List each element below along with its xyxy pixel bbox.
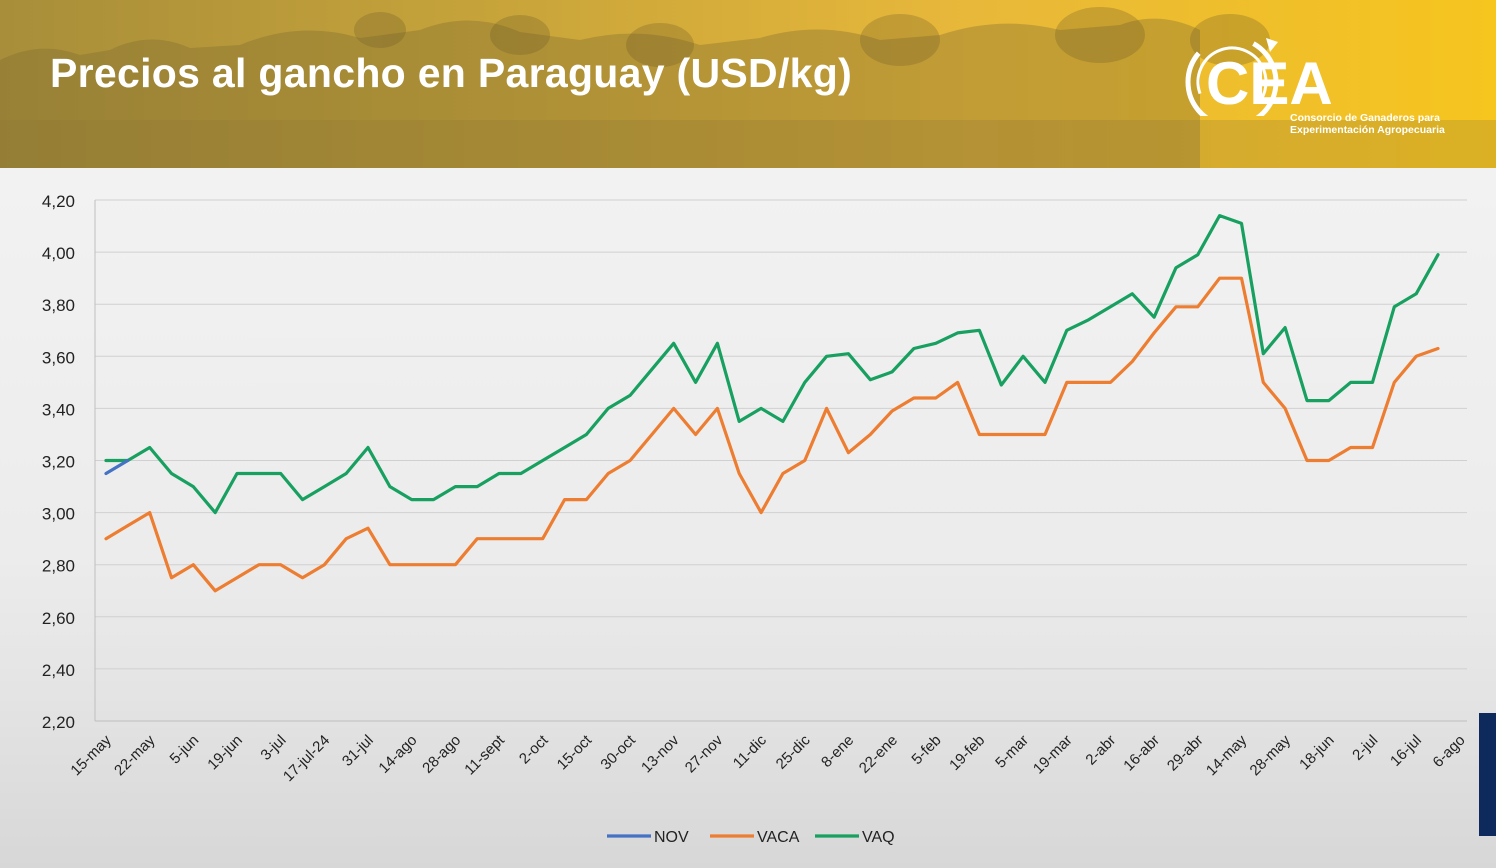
y-tick-label: 3,60 bbox=[42, 348, 75, 367]
cattle-silhouette-background bbox=[0, 7, 1496, 168]
gridlines bbox=[94, 199, 1467, 722]
line-chart: 2,20 2,40 2,60 2,80 3,00 3,20 3,40 3,60 3,80 4,00… bbox=[42, 192, 1469, 846]
x-tick-label: 2-oct bbox=[516, 731, 552, 767]
logo-tagline-line2: Experimentación Agropecuaria bbox=[1290, 124, 1445, 136]
x-tick-label: 25-dic bbox=[773, 731, 814, 772]
header-banner: Precios al gancho en Paraguay (USD/kg) C… bbox=[0, 0, 1496, 168]
x-tick-label: 19-jun bbox=[204, 732, 246, 774]
x-tick-label: 2-abr bbox=[1082, 732, 1119, 769]
x-tick-label: 28-may bbox=[1247, 731, 1295, 779]
legend-label-vaca: VACA bbox=[757, 829, 800, 846]
x-tick-label: 19-feb bbox=[946, 732, 988, 774]
x-tick-label: 3-jul bbox=[257, 732, 289, 764]
x-tick-label: 16-abr bbox=[1120, 732, 1163, 775]
y-tick-label: 3,40 bbox=[42, 400, 75, 419]
x-tick-label: 14-ago bbox=[375, 732, 420, 777]
circular-arrow-logo-icon: CEA bbox=[1185, 35, 1333, 129]
logo-tagline-line1: Consorcio de Ganaderos para bbox=[1290, 112, 1440, 124]
plot-area: 2,20 2,40 2,60 2,80 3,00 3,20 3,40 3,60 3,80 4,00… bbox=[0, 168, 1496, 868]
legend-label-nov: NOV bbox=[654, 829, 689, 846]
y-tick-label: 2,20 bbox=[42, 713, 75, 732]
x-tick-label: 16-jul bbox=[1387, 732, 1425, 770]
x-tick-label: 11-dic bbox=[730, 731, 770, 771]
x-tick-label: 17-jul-24 bbox=[280, 732, 333, 785]
y-tick-label: 3,20 bbox=[42, 453, 75, 472]
x-tick-label: 6-ago bbox=[1430, 732, 1469, 771]
x-tick-label: 29-abr bbox=[1164, 732, 1207, 775]
x-tick-label: 5-jun bbox=[167, 732, 203, 768]
x-tick-label: 30-oct bbox=[597, 731, 639, 773]
y-tick-label: 4,00 bbox=[42, 244, 75, 263]
x-tick-label: 22-ene bbox=[856, 732, 901, 777]
y-axis-ticks: 2,20 2,40 2,60 2,80 3,00 3,20 3,40 3,60 3,80 4,00… bbox=[42, 192, 75, 732]
x-tick-label: 14-may bbox=[1203, 731, 1251, 779]
side-accent-bar bbox=[1479, 713, 1496, 836]
legend: NOV VACA VAQ bbox=[607, 829, 895, 846]
x-tick-label: 27-nov bbox=[682, 731, 727, 776]
x-tick-label: 31-jul bbox=[339, 732, 377, 770]
cea-logo: CEA Consorcio de Ganaderos para Experime… bbox=[1180, 26, 1480, 146]
x-tick-label: 5-feb bbox=[908, 732, 944, 768]
x-tick-label: 18-jun bbox=[1296, 732, 1338, 774]
y-tick-label: 2,80 bbox=[42, 557, 75, 576]
y-tick-label: 2,40 bbox=[42, 661, 75, 680]
x-tick-label: 11-sept bbox=[461, 731, 508, 778]
series-lines bbox=[104, 213, 1440, 593]
x-tick-label: 13-nov bbox=[638, 731, 683, 776]
x-tick-label: 15-oct bbox=[554, 731, 596, 773]
x-tick-label: 15-may bbox=[67, 731, 115, 779]
page-title: Precios al gancho en Paraguay (USD/kg) bbox=[50, 50, 853, 96]
series-line-vaq bbox=[104, 213, 1440, 515]
series-line-nov bbox=[104, 458, 130, 476]
y-tick-label: 3,00 bbox=[42, 505, 75, 524]
x-tick-label: 5-mar bbox=[992, 732, 1032, 772]
x-tick-label: 28-ago bbox=[419, 732, 464, 777]
x-tick-label: 19-mar bbox=[1030, 732, 1076, 778]
y-tick-label: 2,60 bbox=[42, 609, 75, 628]
x-tick-label: 8-ene bbox=[818, 732, 857, 771]
legend-label-vaq: VAQ bbox=[862, 829, 895, 846]
series-line-vaca bbox=[104, 276, 1440, 593]
logo-wordmark: CEA bbox=[1206, 50, 1333, 116]
y-tick-label: 4,20 bbox=[42, 192, 75, 211]
x-tick-label: 2-jul bbox=[1349, 732, 1381, 764]
x-tick-label: 22-may bbox=[111, 731, 159, 779]
y-tick-label: 3,80 bbox=[42, 296, 75, 315]
